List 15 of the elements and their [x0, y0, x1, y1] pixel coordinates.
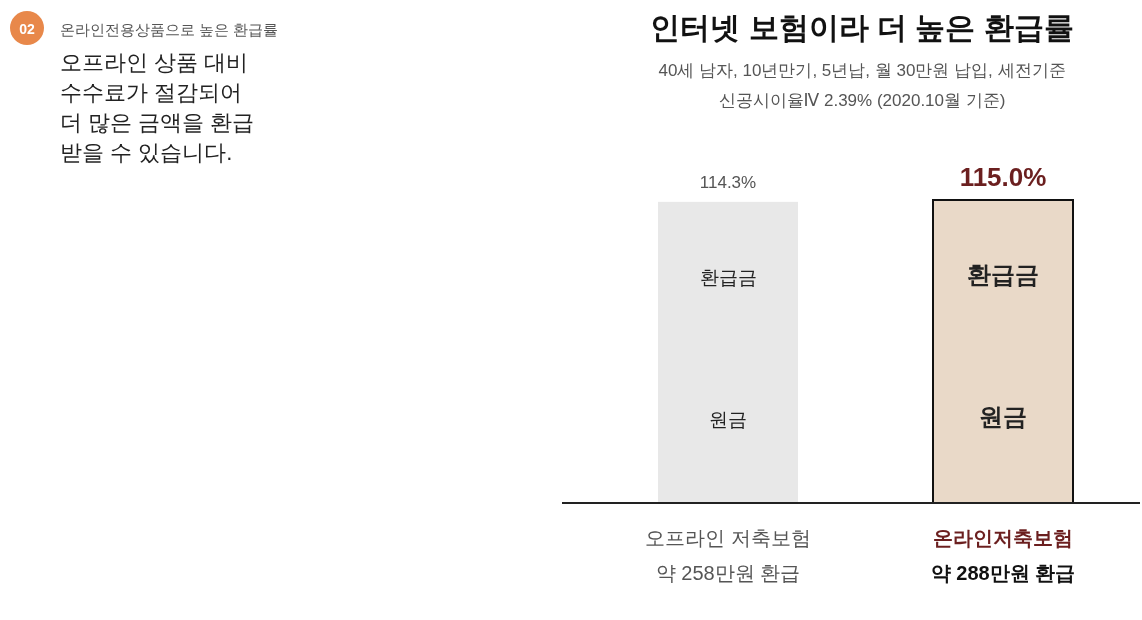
chart-subtitle: 40세 남자, 10년만기, 5년납, 월 30만원 납입, 세전기준 신공시이율Ⅳ 2.39% (2020.10월 기준)	[658, 61, 1066, 110]
text: 02	[19, 21, 35, 37]
x-tick-label: 오프라인 저축보험	[645, 527, 811, 549]
annotation: 원금	[709, 408, 747, 430]
text: 온라인전용상품으로 높은 환급률	[60, 21, 279, 38]
text: 환급금	[967, 260, 1039, 288]
text: 오프라인 상품 대비 수수료가 절감되어 더 많은 금액을 환급 받을 수 있습니다.	[60, 50, 255, 165]
text: 원금	[979, 403, 1027, 431]
chart-title: 인터넷 보험이라 더 높은 환급률	[650, 11, 1074, 44]
data-label: 115.0%	[959, 162, 1047, 192]
text: 약 288만원 환급	[930, 562, 1076, 584]
data-label: 114.3%	[699, 172, 757, 192]
annotation: 환급금	[699, 267, 757, 289]
x-tick-label: 온라인저축보험	[933, 527, 1073, 549]
text: 약 258만원 환급	[655, 562, 801, 584]
